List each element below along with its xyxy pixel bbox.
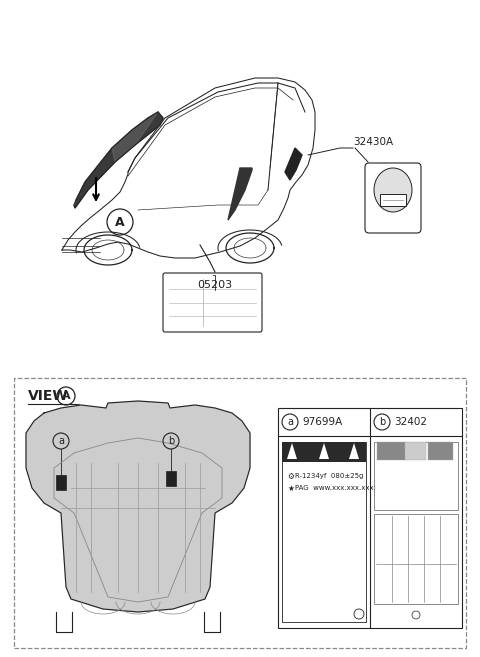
Polygon shape bbox=[74, 112, 163, 208]
Text: 32402: 32402 bbox=[394, 417, 427, 427]
Text: 32430A: 32430A bbox=[353, 137, 393, 147]
Polygon shape bbox=[112, 112, 158, 162]
Polygon shape bbox=[319, 443, 329, 459]
Text: A: A bbox=[62, 391, 70, 401]
Ellipse shape bbox=[374, 168, 412, 212]
Polygon shape bbox=[228, 168, 252, 220]
Polygon shape bbox=[349, 443, 359, 459]
Text: ★: ★ bbox=[287, 484, 294, 493]
FancyBboxPatch shape bbox=[428, 442, 453, 461]
FancyBboxPatch shape bbox=[282, 442, 366, 622]
FancyBboxPatch shape bbox=[374, 442, 458, 510]
Text: a: a bbox=[58, 436, 64, 446]
Text: R-1234yf  080±25g: R-1234yf 080±25g bbox=[295, 473, 363, 479]
Text: 97699A: 97699A bbox=[302, 417, 342, 427]
FancyBboxPatch shape bbox=[166, 471, 176, 486]
FancyBboxPatch shape bbox=[163, 273, 262, 332]
FancyBboxPatch shape bbox=[365, 163, 421, 233]
Text: ⚙: ⚙ bbox=[287, 472, 294, 480]
FancyBboxPatch shape bbox=[282, 442, 366, 462]
FancyBboxPatch shape bbox=[405, 442, 426, 461]
FancyBboxPatch shape bbox=[14, 378, 466, 648]
FancyBboxPatch shape bbox=[374, 514, 458, 604]
Text: VIEW: VIEW bbox=[28, 389, 69, 403]
FancyBboxPatch shape bbox=[278, 408, 462, 628]
Text: A: A bbox=[115, 215, 125, 229]
Text: a: a bbox=[287, 417, 293, 427]
Text: 05203: 05203 bbox=[197, 280, 233, 290]
Polygon shape bbox=[26, 401, 250, 612]
Polygon shape bbox=[287, 443, 297, 459]
FancyBboxPatch shape bbox=[377, 442, 407, 461]
FancyBboxPatch shape bbox=[380, 194, 406, 206]
Text: b: b bbox=[168, 436, 174, 446]
Text: PAG  www.xxx.xxx.xxx: PAG www.xxx.xxx.xxx bbox=[295, 485, 373, 491]
Text: b: b bbox=[379, 417, 385, 427]
FancyBboxPatch shape bbox=[56, 475, 66, 490]
Polygon shape bbox=[285, 148, 302, 180]
